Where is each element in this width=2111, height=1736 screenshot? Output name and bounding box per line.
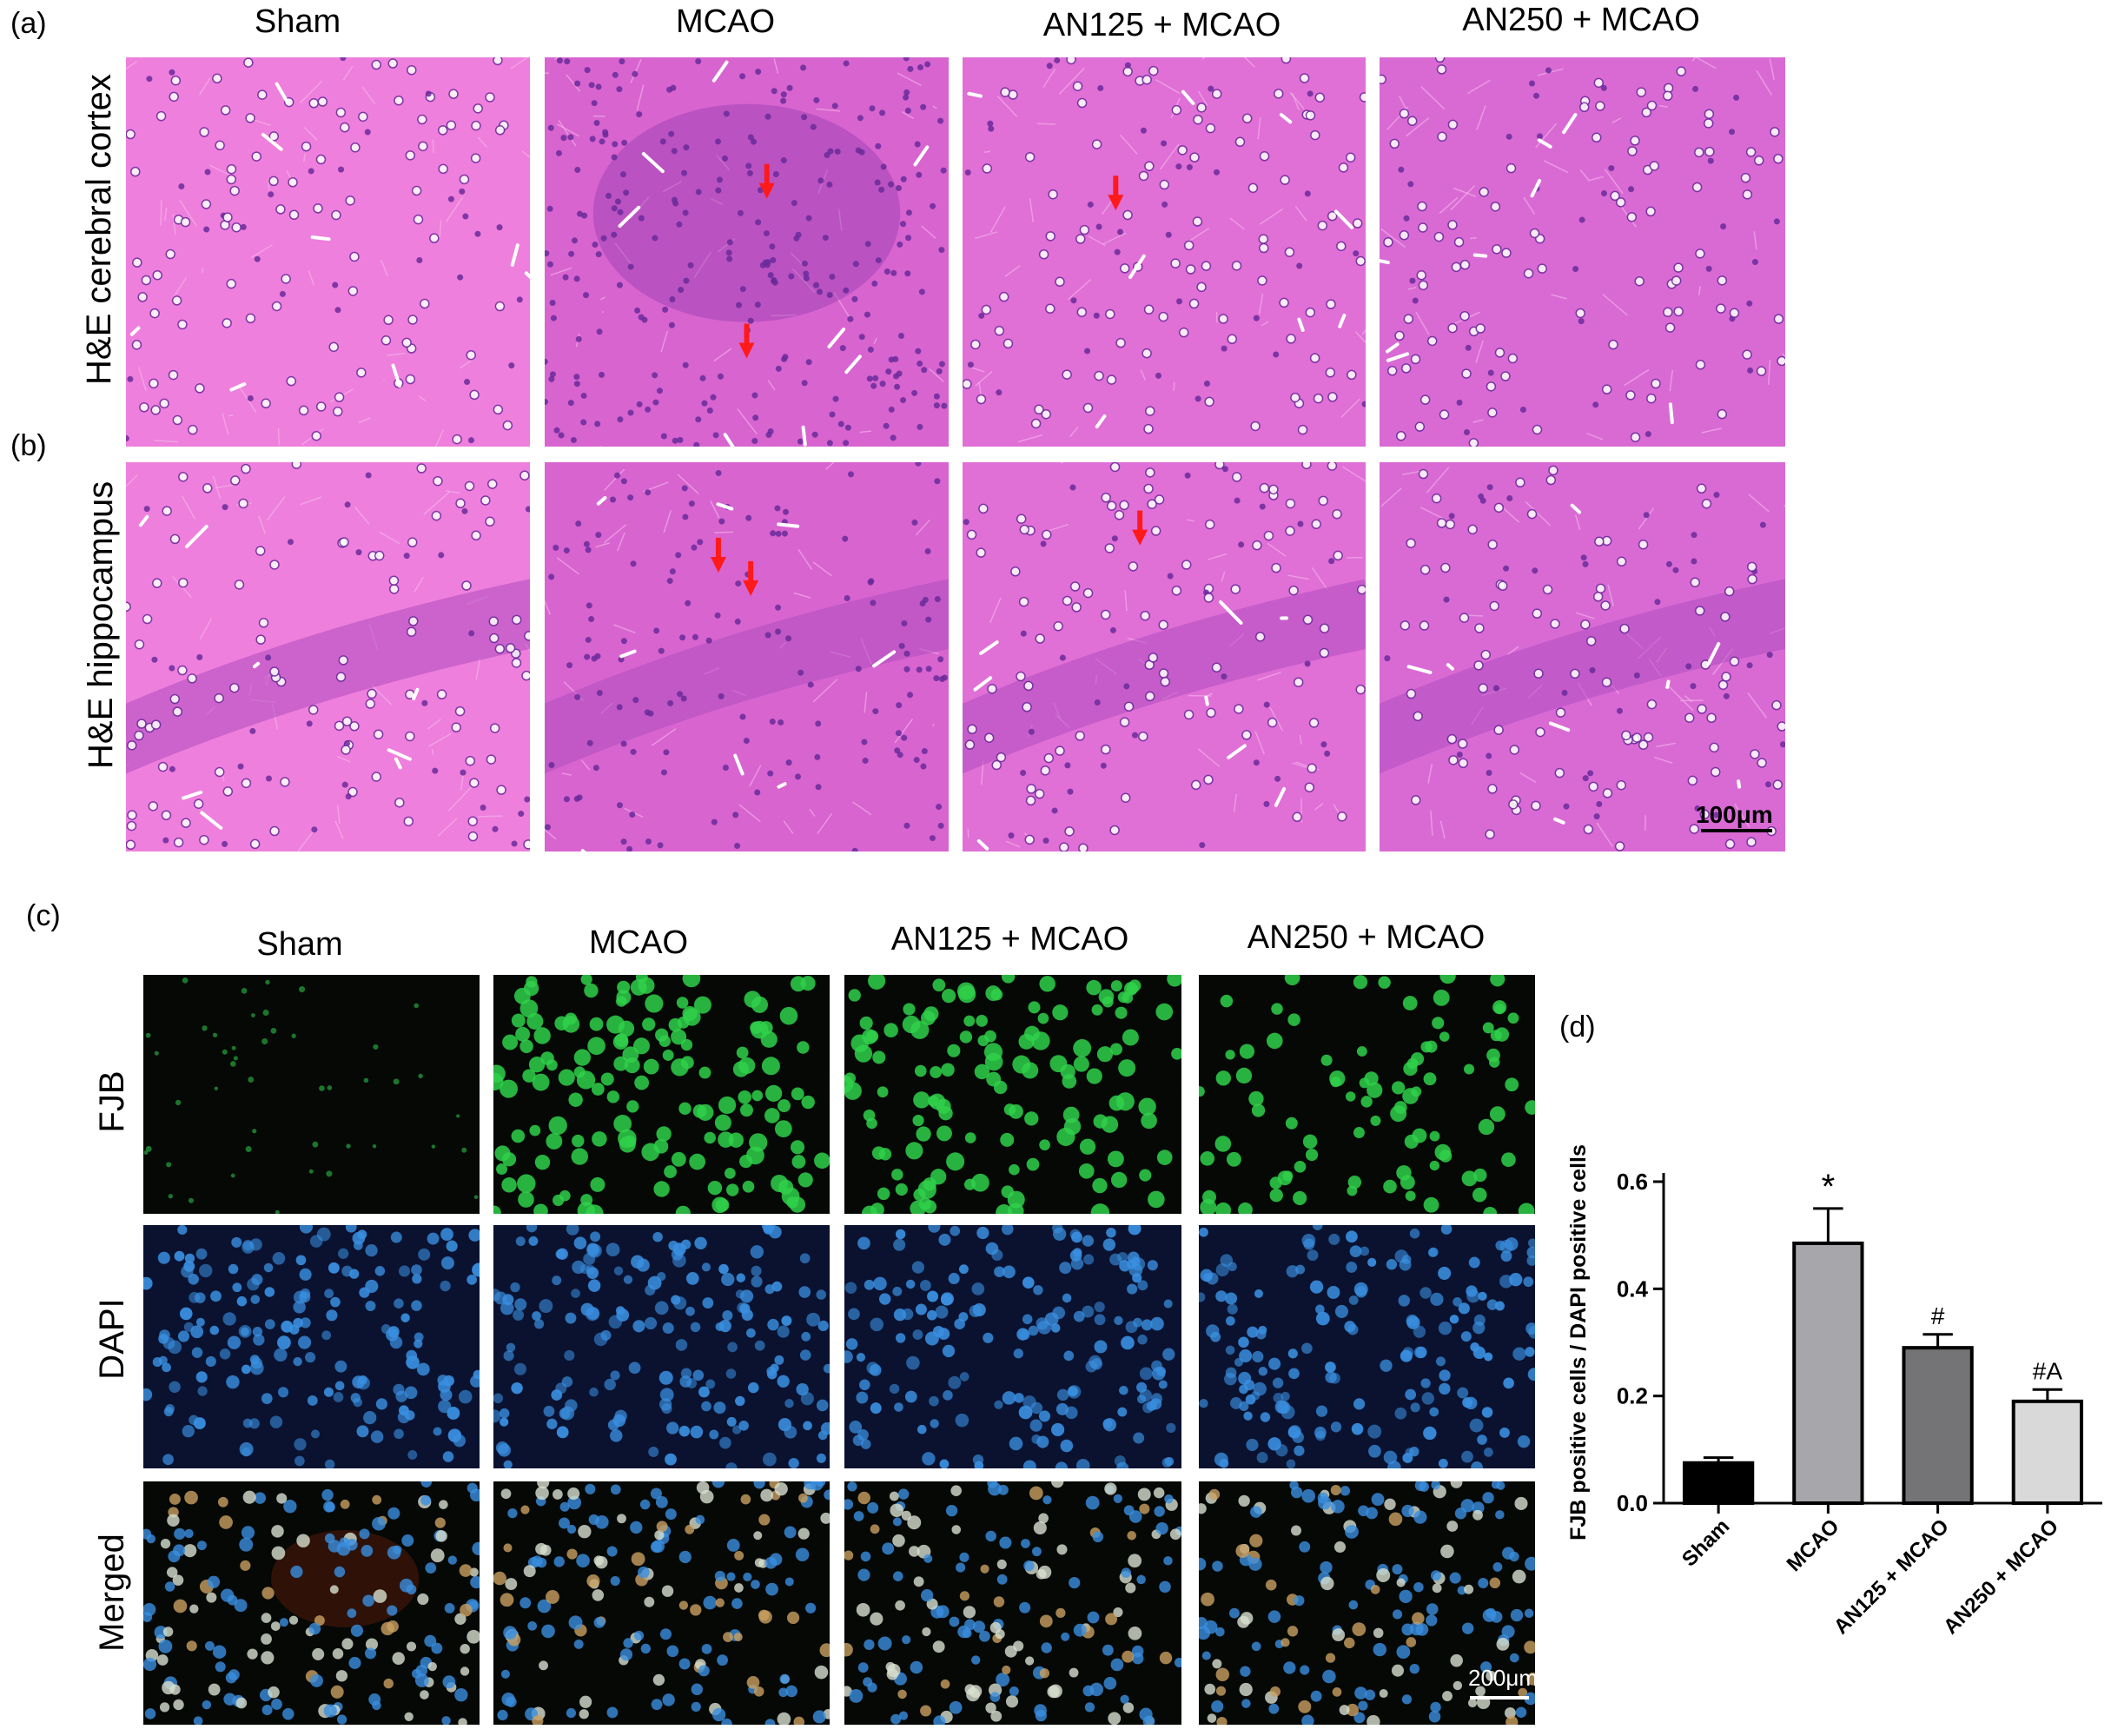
bar-1 <box>1792 1241 1864 1506</box>
fjb-scale-bar-label: 200μm <box>1468 1665 1539 1691</box>
fluorescence-merged-sham <box>143 1481 480 1725</box>
bar-0 <box>1682 1461 1755 1505</box>
fjb-row-label-merged: Merged <box>93 1534 131 1652</box>
fluorescence-fjb-sham <box>143 975 480 1214</box>
he-scale-bar <box>1701 829 1772 832</box>
panel-label-a: (a) <box>10 7 47 40</box>
red-arrow-icon <box>743 560 759 596</box>
fjb-col-title-an125: AN125 + MCAO <box>890 921 1129 957</box>
significance-marker: # <box>1931 1302 1945 1329</box>
fluorescence-merged-an125 <box>844 1481 1181 1725</box>
fjb-col-title-sham: Sham <box>256 926 343 963</box>
x-tick-label: AN250 + MCAO <box>1939 1514 2063 1639</box>
he-col-title-an250: AN250 + MCAO <box>1462 2 1700 38</box>
red-arrow-icon <box>758 163 775 199</box>
he-scale-bar-label: 100μm <box>1696 801 1773 828</box>
panel-label-b: (b) <box>10 429 47 462</box>
x-tick-label: Sham <box>1678 1514 1734 1571</box>
y-tick-label: 0.0 <box>1617 1490 1648 1516</box>
fjb-row-label-fjb: FJB <box>93 1070 131 1133</box>
red-arrow-icon <box>1108 176 1124 211</box>
significance-marker: * <box>1822 1168 1836 1206</box>
y-axis-label: FJB positive cells / DAPI positive cells <box>1566 1144 1591 1541</box>
fjb-row-label-dapi: DAPI <box>93 1298 131 1380</box>
he-micrograph-cortex-mcao <box>545 57 949 447</box>
he-micrograph-cortex-an125 <box>963 57 1366 447</box>
he-col-title-sham: Sham <box>254 3 341 40</box>
bar-2 <box>1902 1346 1974 1505</box>
he-col-title-an125: AN125 + MCAO <box>1042 7 1281 43</box>
he-micrograph-hippocampus-an125 <box>963 462 1366 851</box>
he-row-label-hippocampus: H&E hippocampus <box>82 480 120 769</box>
fjb-col-title-an250: AN250 + MCAO <box>1247 919 1486 956</box>
fluorescence-dapi-mcao <box>493 1225 830 1468</box>
fluorescence-fjb-an125 <box>844 975 1181 1214</box>
fjb-scale-bar <box>1470 1696 1529 1700</box>
x-tick-label: MCAO <box>1783 1514 1844 1576</box>
panel-label-c: (c) <box>26 899 61 932</box>
x-tick-label: AN125 + MCAO <box>1830 1514 1954 1639</box>
he-micrograph-cortex-an250 <box>1380 57 1785 447</box>
y-tick-label: 0.2 <box>1617 1383 1648 1409</box>
fjb-ratio-bar-chart: 0.0 0.2 0.4 0.6 FJB positive cells / DAPI po… <box>1566 1144 2102 1639</box>
panel-label-d: (d) <box>1559 1010 1596 1044</box>
fluorescence-fjb-mcao <box>493 975 830 1214</box>
he-micrograph-cortex-sham <box>126 57 530 447</box>
fluorescence-dapi-an125 <box>844 1225 1181 1468</box>
significance-marker: #A <box>2033 1357 2063 1384</box>
fjb-col-title-mcao: MCAO <box>589 924 688 961</box>
fluorescence-fjb-an250 <box>1199 975 1535 1214</box>
he-row-label-cortex: H&E cerebral cortex <box>80 74 118 385</box>
red-arrow-icon <box>738 323 755 359</box>
red-arrow-icon <box>1132 510 1148 546</box>
fluorescence-dapi-sham <box>143 1225 480 1468</box>
y-tick-label: 0.6 <box>1617 1169 1648 1195</box>
bar-3 <box>2011 1399 2084 1506</box>
fluorescence-dapi-an250 <box>1199 1225 1535 1468</box>
he-micrograph-hippocampus-mcao <box>545 462 949 851</box>
he-micrograph-hippocampus-sham <box>126 462 530 851</box>
y-tick-label: 0.4 <box>1617 1275 1649 1302</box>
fluorescence-merged-mcao <box>493 1481 830 1725</box>
he-micrograph-hippocampus-an250 <box>1380 462 1785 851</box>
he-col-title-mcao: MCAO <box>676 3 775 40</box>
red-arrow-icon <box>710 537 726 573</box>
fluorescence-merged-an250 <box>1199 1481 1535 1725</box>
